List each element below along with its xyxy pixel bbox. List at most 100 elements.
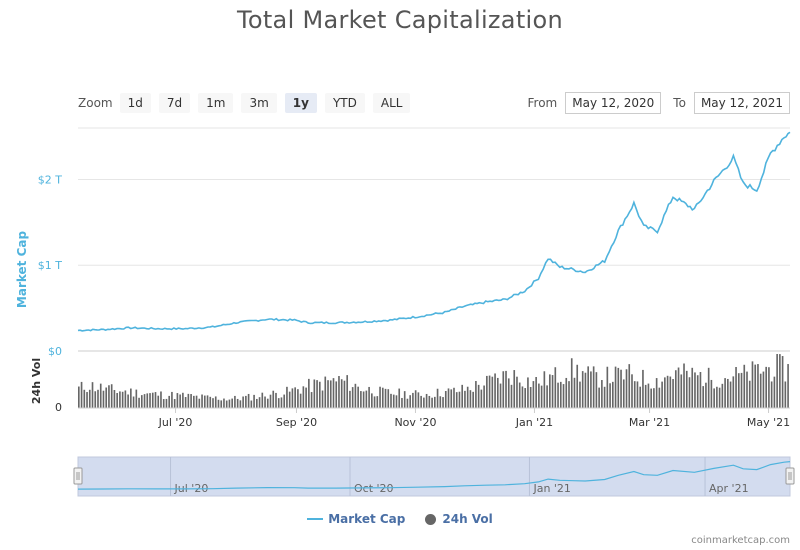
volume-bar [754,364,757,408]
volume-bar [80,381,83,408]
volume-bar [236,398,239,408]
volume-bar [83,389,86,408]
navigator-tick-label: Oct '20 [354,482,394,495]
zoom-7d-button[interactable]: 7d [158,93,191,113]
volume-bar [680,374,683,408]
zoom-1d-button[interactable]: 1d [119,93,151,113]
volume-bar [524,388,527,408]
zoom-all-button[interactable]: ALL [372,93,411,113]
y-tick-label: $0 [48,345,62,358]
volume-bar [458,391,461,408]
legend-market-cap[interactable]: Market Cap [307,512,405,526]
volume-bar [677,367,680,408]
volume-bar [360,391,362,408]
volume-bar [486,375,488,408]
volume-bar [349,390,351,408]
volume-bar [171,391,173,408]
volume-bar [212,398,214,408]
volume-bar [759,373,762,408]
volume-bar [431,397,433,408]
volume-bar [784,381,787,408]
volume-bar [713,388,715,408]
volume-bar [710,379,713,408]
zoom-1y-button[interactable]: 1y [284,93,317,113]
x-tick-label: Mar '21 [629,416,670,429]
zoom-1m-button[interactable]: 1m [198,93,234,113]
volume-bar [768,367,770,408]
volume-bar [765,366,767,408]
from-date-input[interactable]: May 12, 2020 [565,92,662,114]
volume-bar [540,385,543,408]
market-cap-line [77,131,791,332]
volume-bar [573,377,576,408]
volume-bar [387,389,390,408]
volume-bar [743,364,746,408]
volume-bar [609,383,611,408]
volume-bar [395,395,398,408]
volume-bar [351,387,354,408]
volume-bar [113,390,116,408]
volume-bar [97,389,99,408]
volume-bar [162,399,165,408]
volume-bar [256,398,258,408]
navigator-line [77,461,791,490]
volume-bar [549,374,551,408]
volume-bar [102,390,105,408]
volume-bar [757,364,759,408]
volume-bar [297,389,299,408]
grid-lines [78,127,790,352]
volume-bar [91,382,94,408]
volume-bar [280,397,283,408]
volume-bar [601,380,603,408]
volume-bar [105,387,108,408]
volume-bar [94,391,97,408]
volume-bar [294,387,296,408]
zoom-3m-button[interactable]: 3m [241,93,277,113]
volume-bar [453,387,455,408]
to-date-input[interactable]: May 12, 2021 [693,92,790,114]
zoom-ytd-button[interactable]: YTD [324,93,365,113]
volume-bar [559,381,562,408]
volume-bar [182,392,184,408]
volume-bar [496,377,499,408]
volume-bar [472,391,474,408]
volume-bar [283,394,286,408]
volume-bar [639,386,642,408]
volume-bar [190,394,192,408]
from-label: From [527,96,558,110]
volume-bar [209,396,212,408]
volume-bar [187,393,190,408]
volume-bar [442,397,444,408]
legend-volume[interactable]: 24h Vol [425,512,493,526]
volume-bar [381,387,384,408]
navigator[interactable]: Jul '20 Oct '20 Jan '21 Apr '21 [73,456,795,497]
volume-bar [195,395,198,408]
navigator-tick-label: Apr '21 [709,482,749,495]
volume-bar [258,397,261,408]
volume-bar [584,372,587,408]
volume-bar [551,375,554,408]
navigator-right-handle[interactable] [785,467,795,485]
navigator-left-handle[interactable] [73,467,83,485]
volume-bar [779,354,781,408]
volume-bar [653,388,655,408]
y-axis-title: Market Cap [15,231,29,309]
x-tick-label: Jan '21 [515,416,553,429]
volume-bar [321,390,324,408]
volume-bar [261,392,264,408]
volume-bar [516,376,518,408]
volume-bar [581,371,584,408]
volume-bar [655,378,658,408]
volume-bar [491,376,494,408]
volume-bar [740,372,743,408]
volume-bar [702,386,705,408]
legend-volume-label: 24h Vol [442,512,493,526]
volume-bar [447,388,450,408]
volume-bar [565,377,568,408]
volume-bar [346,375,349,408]
volume-bar [622,379,625,408]
y-tick-label: $1 T [38,259,62,272]
volume-bar [160,391,162,408]
volume-bar [466,386,469,408]
volume-bar [286,386,288,408]
